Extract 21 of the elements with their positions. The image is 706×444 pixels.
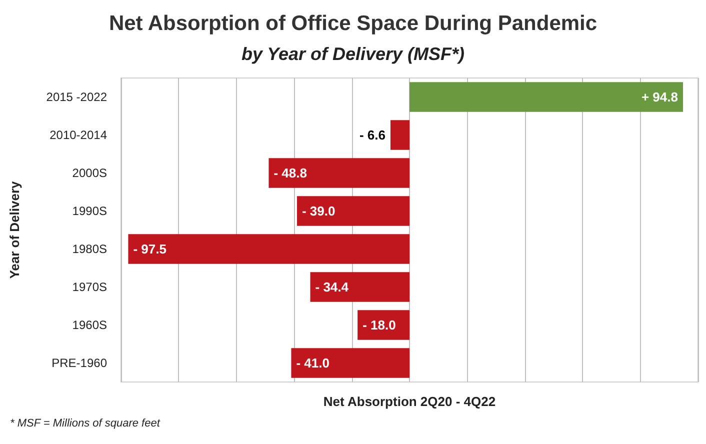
y-tick-label: 1980S [72,242,107,256]
y-tick-label: 1990S [72,204,107,218]
y-tick-label: PRE-1960 [52,356,108,370]
data-label: - 39.0 [302,204,336,218]
y-axis-title: Year of Delivery [7,180,22,279]
y-tick-label: 2010-2014 [50,128,108,142]
data-label: - 41.0 [296,356,330,370]
text: * MSF = Millions of square feet [10,418,161,430]
y-tick-label: 2000S [72,166,107,180]
data-label: - 97.5 [133,242,166,256]
y-tick-label: 2015 -2022 [46,90,108,104]
data-label: - 6.6 [359,128,386,142]
data-label: - 48.8 [274,166,307,180]
x-axis-title: Net Absorption 2Q20 - 4Q22 [323,394,496,409]
data-label: + 94.8 [641,90,678,104]
chart-subtitle: by Year of Delivery (MSF*) [241,44,465,64]
chart-title: Net Absorption of Office Space During Pandemic [108,12,598,35]
y-tick-label: 1970S [72,280,107,294]
data-label: - 34.4 [315,280,350,294]
y-tick-label: 1960S [72,318,107,332]
data-label: - 18.0 [362,318,396,332]
